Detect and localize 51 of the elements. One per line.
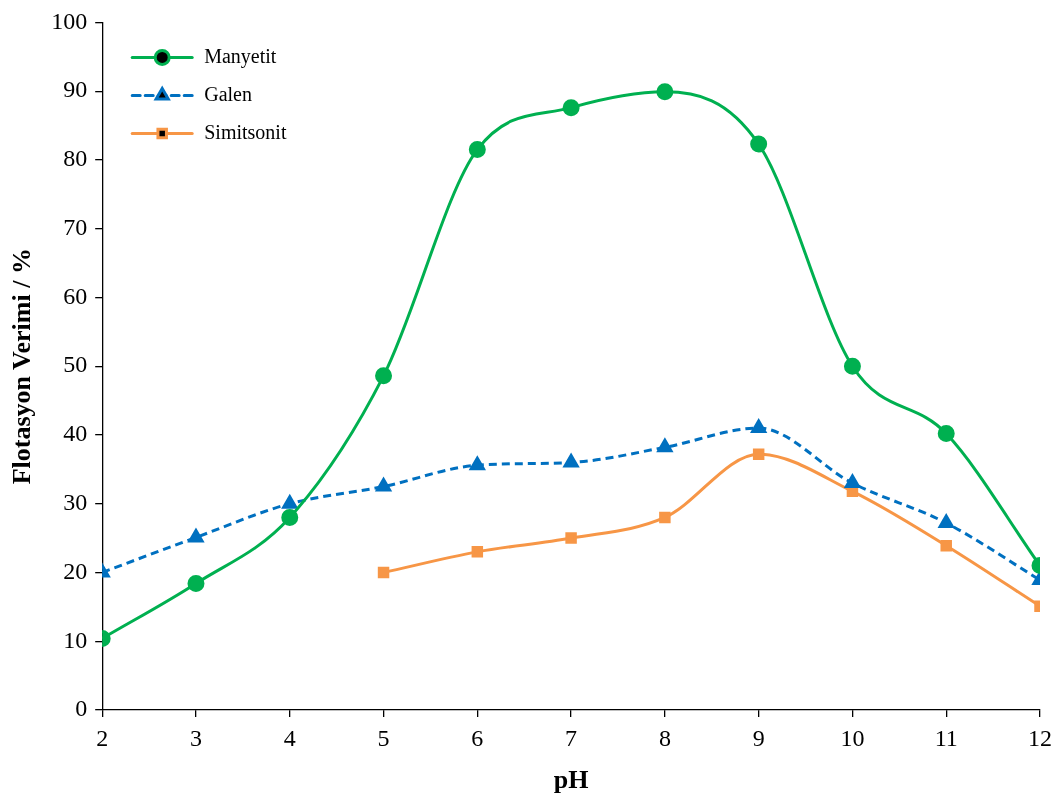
point bbox=[468, 141, 486, 159]
x-tick-label: 10 bbox=[840, 724, 865, 751]
point bbox=[752, 448, 765, 460]
x-tick-label: 8 bbox=[658, 724, 671, 751]
point bbox=[657, 438, 673, 453]
point bbox=[375, 367, 393, 385]
x-tick-label: 3 bbox=[189, 724, 202, 751]
point bbox=[843, 357, 861, 375]
point bbox=[844, 474, 860, 489]
point bbox=[377, 566, 390, 579]
x-tick-label: 7 bbox=[565, 724, 578, 751]
y-tick-label: 40 bbox=[63, 420, 88, 447]
point bbox=[659, 511, 671, 524]
point bbox=[565, 532, 577, 544]
y-axis-title: Flotasyon Verimi / % bbox=[7, 248, 37, 485]
y-tick-label: 30 bbox=[63, 489, 88, 516]
point bbox=[281, 508, 299, 526]
point bbox=[937, 425, 955, 443]
point bbox=[375, 478, 392, 492]
x-tick-label: 11 bbox=[934, 724, 958, 751]
x-axis-title: pH bbox=[553, 765, 589, 795]
y-tick-label: 100 bbox=[51, 7, 88, 34]
y-tick-label: 10 bbox=[63, 626, 88, 653]
point bbox=[469, 456, 485, 471]
x-tick-label: 6 bbox=[471, 724, 484, 751]
point bbox=[940, 539, 952, 552]
legend-label: Simitsonit bbox=[204, 120, 287, 143]
y-tick-label: 60 bbox=[63, 282, 88, 309]
point bbox=[562, 99, 580, 117]
x-tick-label: 4 bbox=[283, 724, 296, 751]
y-tick-label: 50 bbox=[63, 351, 88, 378]
x-tick-label: 2 bbox=[96, 724, 109, 751]
legend-label: Manyetit bbox=[204, 44, 277, 68]
point bbox=[282, 495, 298, 509]
y-tick-label: 90 bbox=[63, 76, 88, 103]
point bbox=[563, 453, 579, 468]
legend-label: Galen bbox=[204, 82, 252, 105]
y-tick-label: 0 bbox=[75, 695, 88, 722]
point bbox=[938, 514, 954, 528]
point bbox=[751, 419, 767, 434]
y-tick-label: 80 bbox=[63, 145, 88, 172]
y-tick-label: 70 bbox=[63, 213, 88, 240]
x-tick-label: 9 bbox=[752, 724, 765, 751]
point bbox=[471, 546, 484, 558]
point bbox=[656, 83, 674, 101]
point bbox=[750, 135, 768, 153]
y-tick-label: 20 bbox=[63, 557, 88, 584]
x-tick-label: 5 bbox=[377, 724, 390, 751]
x-tick-label: 12 bbox=[1028, 724, 1052, 751]
point bbox=[188, 528, 204, 543]
point bbox=[187, 574, 205, 592]
